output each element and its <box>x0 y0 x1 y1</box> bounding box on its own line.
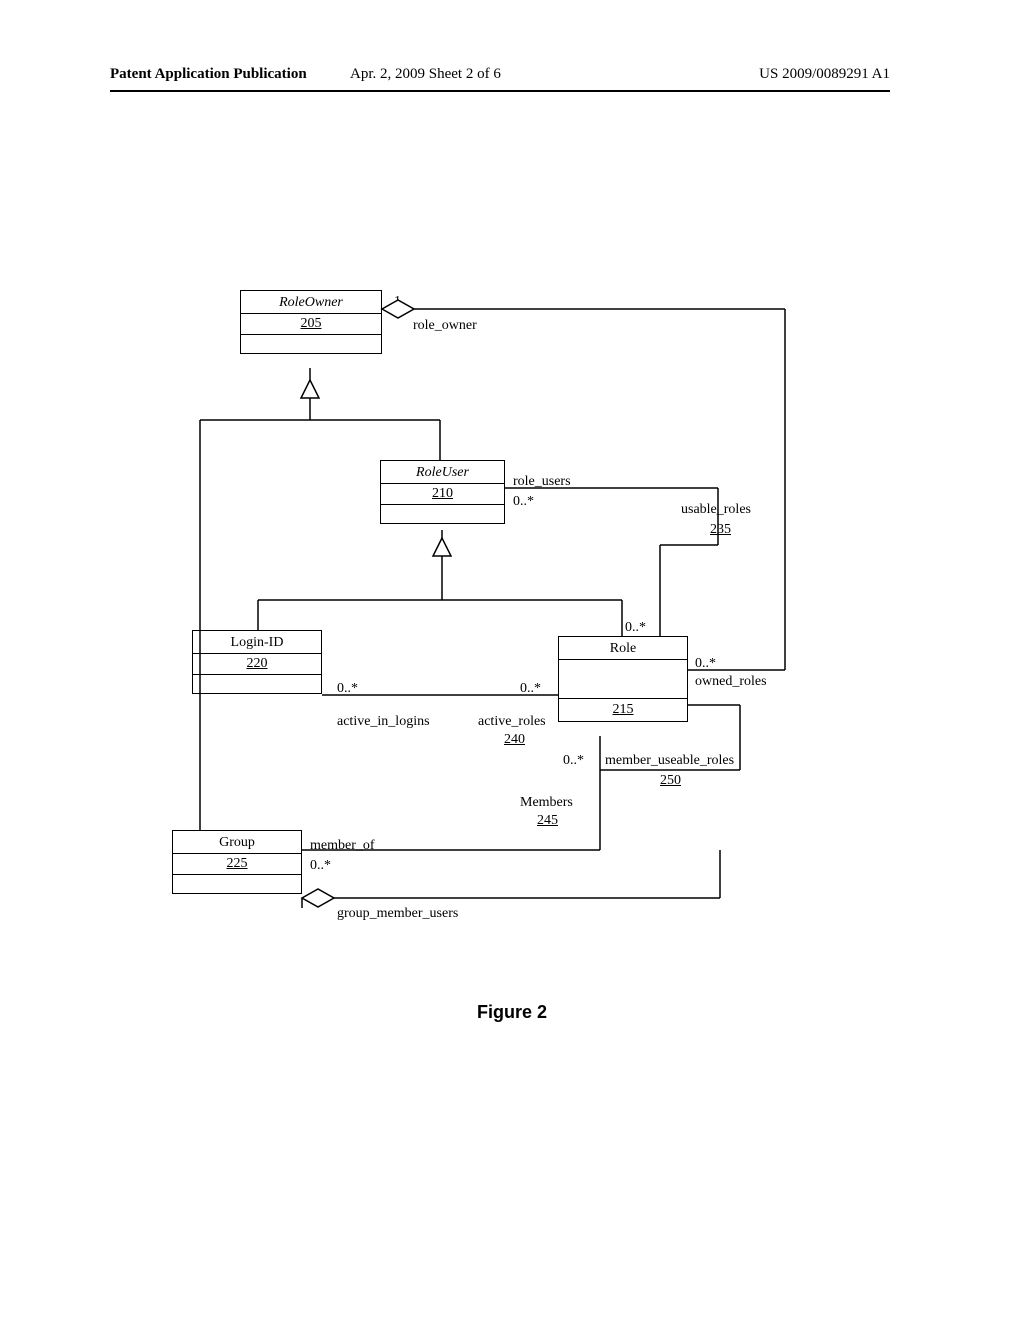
class-role: Role 215 <box>558 636 688 722</box>
lbl-roleowner-mult: 1 <box>394 294 401 310</box>
class-role-mid <box>559 660 687 699</box>
class-roleowner-ref: 205 <box>241 314 381 335</box>
class-loginid-title: Login-ID <box>193 631 321 654</box>
class-roleuser-empty <box>381 505 504 523</box>
lbl-ownedroles: owned_roles <box>695 674 767 690</box>
page: Patent Application Publication Apr. 2, 2… <box>0 0 1024 1320</box>
class-role-ref: 215 <box>559 699 687 721</box>
lbl-activeroles-ref: 240 <box>504 732 525 748</box>
class-roleuser: RoleUser 210 <box>380 460 505 524</box>
lbl-memberuseable: member_useable_roles <box>605 753 734 769</box>
class-roleuser-title: RoleUser <box>381 461 504 484</box>
lbl-memberof: member_of <box>310 838 375 854</box>
lbl-usableroles-ref: 235 <box>710 522 731 538</box>
class-roleowner: RoleOwner 205 <box>240 290 382 354</box>
lbl-memberof-mult: 0..* <box>310 858 331 874</box>
lbl-usableroles-mult: 0..* <box>625 620 646 636</box>
lbl-roleusers-mult: 0..* <box>513 494 534 510</box>
class-group-title: Group <box>173 831 301 854</box>
class-loginid: Login-ID 220 <box>192 630 322 694</box>
figure-label: Figure 2 <box>0 1002 1024 1023</box>
class-roleowner-empty <box>241 335 381 353</box>
header-rule <box>110 90 890 92</box>
class-loginid-empty <box>193 675 321 693</box>
lbl-ownedroles-mult: 0..* <box>695 656 716 672</box>
lbl-members: Members <box>520 795 573 811</box>
class-role-title: Role <box>559 637 687 660</box>
lbl-usableroles: usable_roles <box>681 502 751 518</box>
class-group-ref: 225 <box>173 854 301 875</box>
header-right: US 2009/0089291 A1 <box>759 66 890 83</box>
header-date: Apr. 2, 2009 Sheet 2 of 6 <box>350 66 501 83</box>
lbl-activeroles: active_roles <box>478 714 546 730</box>
lbl-roleowner: role_owner <box>413 318 477 334</box>
lbl-activeinlogins: active_in_logins <box>337 714 430 730</box>
class-loginid-ref: 220 <box>193 654 321 675</box>
class-roleuser-ref: 210 <box>381 484 504 505</box>
lbl-members-ref: 245 <box>537 813 558 829</box>
lbl-members-mult: 0..* <box>563 753 584 769</box>
uml-connectors <box>0 0 1024 1320</box>
class-group: Group 225 <box>172 830 302 894</box>
lbl-activeroles-mult: 0..* <box>520 681 541 697</box>
lbl-groupmemberusers: group_member_users <box>337 906 458 922</box>
lbl-activeinlogins-mult: 0..* <box>337 681 358 697</box>
class-group-empty <box>173 875 301 893</box>
header-left: Patent Application Publication <box>110 66 307 83</box>
class-roleowner-title: RoleOwner <box>241 291 381 314</box>
lbl-memberuseable-ref: 250 <box>660 773 681 789</box>
lbl-roleusers: role_users <box>513 474 571 490</box>
